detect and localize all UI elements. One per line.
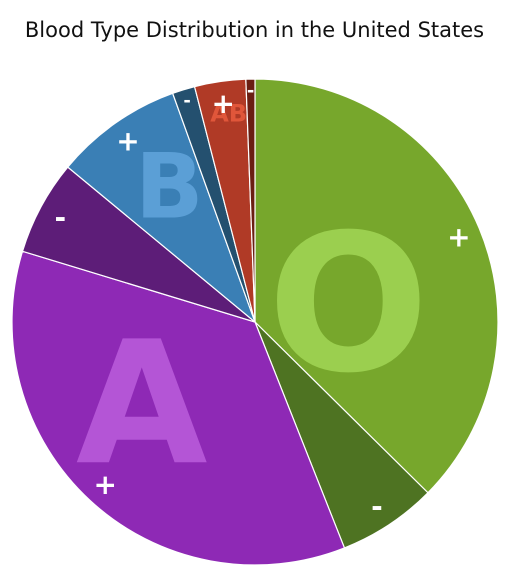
sign-label-ab-positive: + [211,87,234,120]
slice-o-positive [254,78,499,494]
slice-a-positive [11,250,346,566]
sign-label-o-negative: - [371,490,383,523]
sign-label-ab-negative: - [247,81,254,102]
group-label-a: A [76,305,208,503]
sign-label-o-positive: + [447,220,470,253]
slice-ab-negative [245,78,256,323]
group-label-o: O [268,194,430,415]
group-label-b: B [135,134,204,239]
chart-title: Blood Type Distribution in the United St… [24,18,485,42]
sign-label-a-negative: - [55,201,67,234]
group-label-ab: AB [210,100,247,128]
sign-label-b-positive: + [116,125,139,158]
sign-label-a-positive: + [94,468,117,501]
slice-b-positive [66,92,257,324]
sign-label-b-negative: - [183,91,190,112]
